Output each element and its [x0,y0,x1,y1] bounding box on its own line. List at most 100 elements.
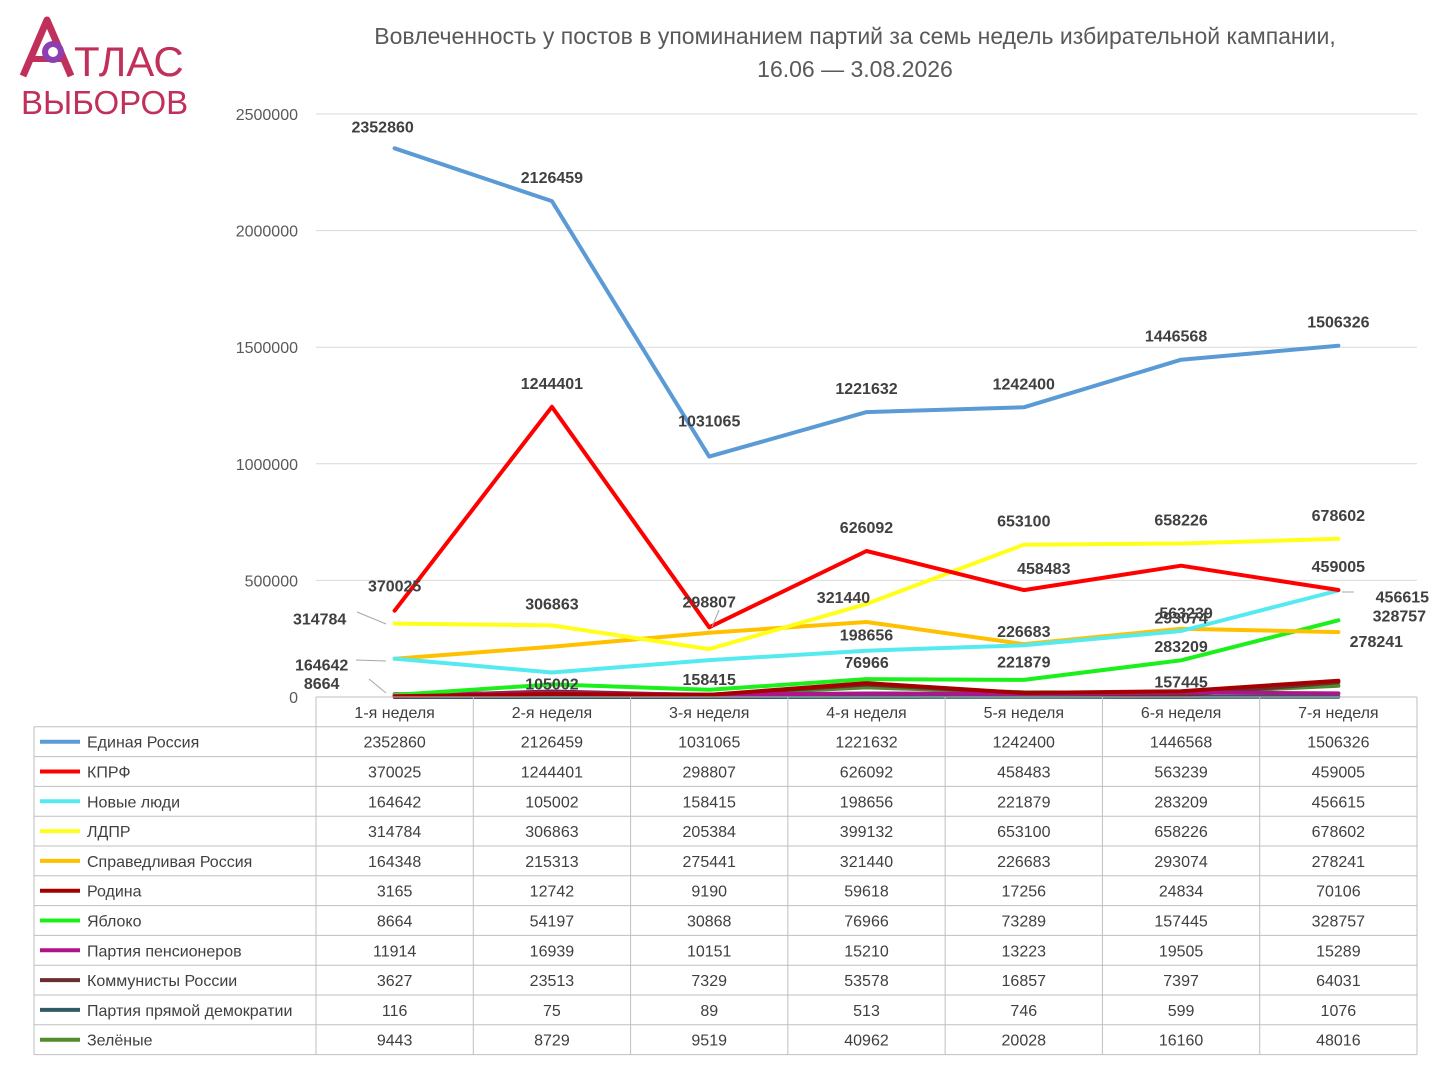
data-label: 298807 [683,594,736,611]
x-tick-label: 1-я неделя [354,705,434,722]
table-cell: 459005 [1312,765,1365,782]
table-cell: 48016 [1316,1033,1361,1050]
y-tick-label: 2500000 [236,107,298,124]
table-cell: 54197 [530,914,575,931]
table-cell: 157445 [1154,914,1207,931]
data-label: 8664 [304,676,340,693]
table-cell: 15210 [844,943,889,960]
table-cell: 328757 [1312,914,1365,931]
legend-label: Справедливая Россия [87,854,252,871]
legend-label: Яблоко [87,914,142,931]
table-cell: 2126459 [521,735,583,752]
x-tick-label: 4-я неделя [826,705,906,722]
data-label: 226683 [997,624,1050,641]
y-tick-label: 1000000 [236,457,298,474]
data-label: 76966 [844,655,889,672]
table-cell: 626092 [840,765,893,782]
logo-line1: ТЛАС [74,38,184,85]
x-tick-label: 7-я неделя [1298,705,1378,722]
data-label: 314784 [293,612,346,629]
legend-label: Новые люди [87,794,180,811]
table-cell: 513 [853,1003,880,1020]
table-cell: 2352860 [363,735,425,752]
y-tick-label: 1500000 [236,340,298,357]
table-cell: 1221632 [835,735,897,752]
legend-label: ЛДПР [87,824,131,841]
chart-title-line1: Вовлеченность у постов в упоминанием пар… [374,23,1336,49]
data-label: 459005 [1312,559,1365,576]
data-label: 678602 [1312,508,1365,525]
table-cell: 205384 [683,824,736,841]
table-cell: 16939 [530,943,575,960]
series-line [392,536,1341,652]
series-line [392,618,1341,697]
gridlines [316,113,1417,698]
table-cell: 9443 [377,1033,413,1050]
table-cell: 306863 [525,824,578,841]
table-cell: 17256 [1002,884,1047,901]
y-tick-label: 0 [289,690,298,707]
data-table: 1-я неделя 2-я неделя 3-я неделя 4-я неделя… [33,696,1418,1056]
table-cell: 283209 [1154,794,1207,811]
x-tick-label: 5-я неделя [984,705,1064,722]
data-label: 306863 [525,596,578,613]
label-leader-line [368,678,387,694]
table-cell: 40962 [844,1033,889,1050]
table-cell: 7329 [691,973,727,990]
table-cell: 10151 [687,943,732,960]
table-cell: 19505 [1159,943,1204,960]
data-label: 456615 [1376,590,1429,607]
data-label: 293074 [1154,611,1207,628]
table-cell: 278241 [1312,854,1365,871]
table-cell: 105002 [525,794,578,811]
table-cell: 3627 [377,973,413,990]
legend-label: Родина [87,884,142,901]
data-label: 658226 [1154,513,1207,530]
table-cell: 198656 [840,794,893,811]
y-tick-label: 500000 [245,573,298,590]
series-line [392,588,1341,675]
table-cell: 59618 [844,884,889,901]
data-label: 1031065 [678,414,740,431]
table-cell: 70106 [1316,884,1361,901]
data-label: 2126459 [521,170,583,187]
table-cell: 1242400 [993,735,1055,752]
data-label: 370025 [368,579,421,596]
data-label: 563239 [1159,606,1212,623]
table-cell: 1446568 [1150,735,1212,752]
table-cell: 7397 [1163,973,1199,990]
x-tick-label: 6-я неделя [1141,705,1221,722]
table-cell: 1506326 [1307,735,1369,752]
x-tick-label: 2-я неделя [512,705,592,722]
label-leader-line [711,609,720,628]
table-cell: 164642 [368,794,421,811]
table-cell: 370025 [368,765,421,782]
data-label: 283209 [1154,639,1207,656]
table-cell: 653100 [997,824,1050,841]
table-cell: 226683 [997,854,1050,871]
table-cell: 9519 [691,1033,727,1050]
table-cell: 746 [1010,1003,1037,1020]
label-leader-line [355,659,387,662]
table-cell: 293074 [1154,854,1207,871]
data-label: 198656 [840,628,893,645]
table-cell: 298807 [683,765,736,782]
table-cell: 8664 [377,914,413,931]
atlas-logo: ТЛАС ВЫБОРОВ [19,16,188,121]
table-cell: 76966 [844,914,889,931]
legend-label: Зелёные [87,1033,153,1050]
table-cell: 221879 [997,794,1050,811]
table-cell: 458483 [997,765,1050,782]
data-label: 1242400 [993,376,1055,393]
table-cell: 11914 [373,943,416,960]
data-label: 158415 [683,672,736,689]
table-cell: 599 [1168,1003,1195,1020]
table-cell: 13223 [1002,943,1047,960]
table-cell: 164348 [368,854,421,871]
logo-line2: ВЫБОРОВ [21,84,188,121]
data-label: 1506326 [1307,315,1369,332]
data-label: 321440 [817,590,870,607]
table-cell: 23513 [530,973,575,990]
table-cell: 321440 [840,854,893,871]
